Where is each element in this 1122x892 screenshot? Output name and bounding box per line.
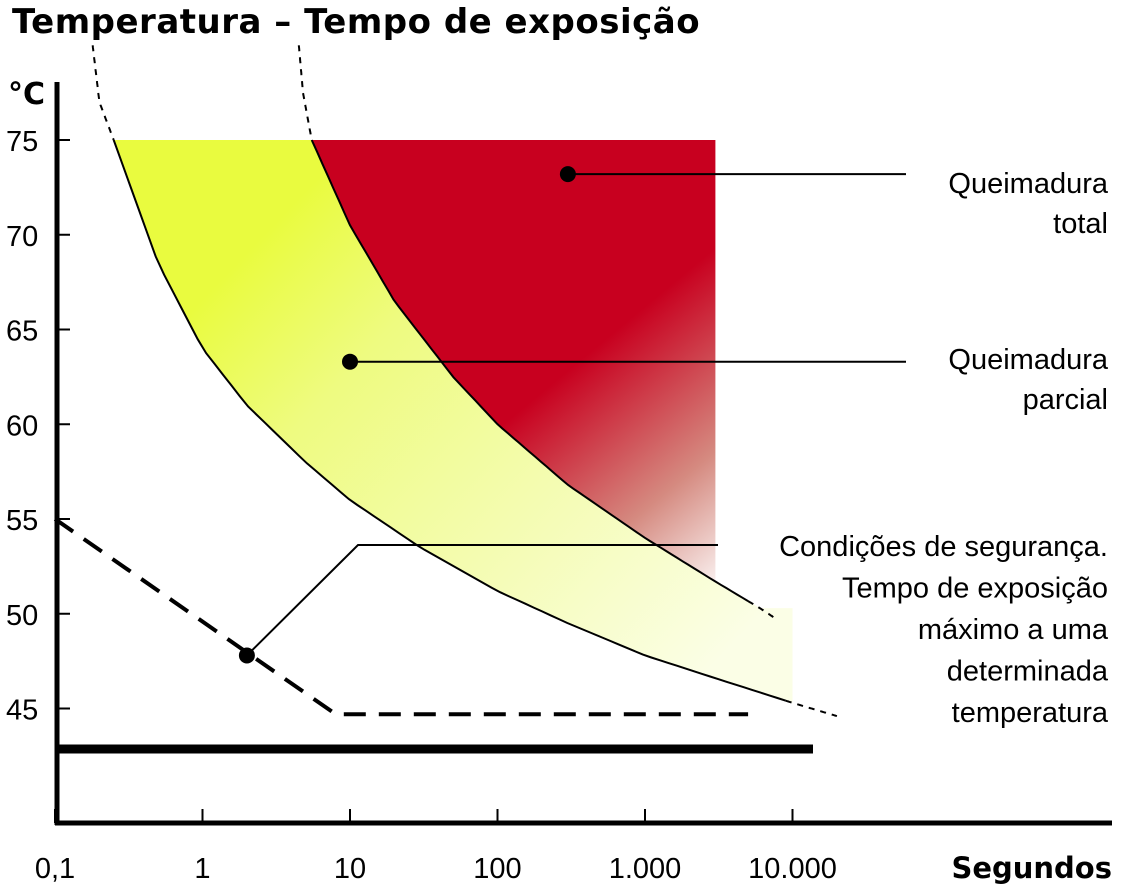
y-axis-label: °C: [8, 77, 45, 112]
x-tick-label: 1.000: [609, 853, 682, 885]
chart-title: Temperatura – Tempo de exposição: [12, 2, 701, 42]
safety-label: temperatura: [952, 697, 1109, 729]
x-tick-label: 1: [194, 853, 210, 885]
safety-label: Condições de segurança.: [779, 531, 1108, 563]
x-tick-label: 100: [473, 853, 521, 885]
total-burn-curve-extension-top: [297, 45, 313, 141]
x-tick-label: 0,1: [35, 853, 75, 885]
y-tick-label: 55: [6, 505, 38, 537]
x-tick-label: 10: [334, 853, 366, 885]
y-tick-label: 60: [6, 410, 38, 442]
partial-burn-label: parcial: [1023, 384, 1108, 416]
partial-burn-region: [113, 140, 793, 703]
partial-burn-curve-extension-bottom: [785, 699, 838, 718]
safety-label: máximo a uma: [918, 614, 1109, 646]
safety-label: Tempo de exposição: [842, 573, 1108, 605]
x-tick-label: 10.000: [748, 853, 837, 885]
y-tick-label: 65: [6, 316, 38, 348]
total-burn-curve-extension-bottom: [747, 600, 775, 619]
x-axis-label: Segundos: [951, 851, 1112, 885]
safety-marker: [238, 647, 255, 664]
partial-burn-marker: [342, 353, 358, 370]
total-burn-label: total: [1053, 208, 1108, 240]
y-tick-label: 70: [6, 221, 38, 253]
partial-burn-curve-extension-top: [91, 45, 115, 141]
y-tick-label: 45: [6, 695, 38, 727]
partial-burn-curve: [112, 139, 787, 702]
total-burn-curve: [310, 139, 749, 602]
total-burn-label: Queimadura: [948, 168, 1108, 200]
total-burn-marker: [559, 166, 576, 183]
safety-leader-line: [246, 544, 718, 657]
y-tick-label: 75: [6, 126, 38, 158]
safety-conditions-line: [53, 517, 749, 717]
partial-burn-label: Queimadura: [948, 344, 1108, 376]
safety-label: determinada: [947, 656, 1109, 688]
y-tick-label: 50: [6, 600, 38, 632]
